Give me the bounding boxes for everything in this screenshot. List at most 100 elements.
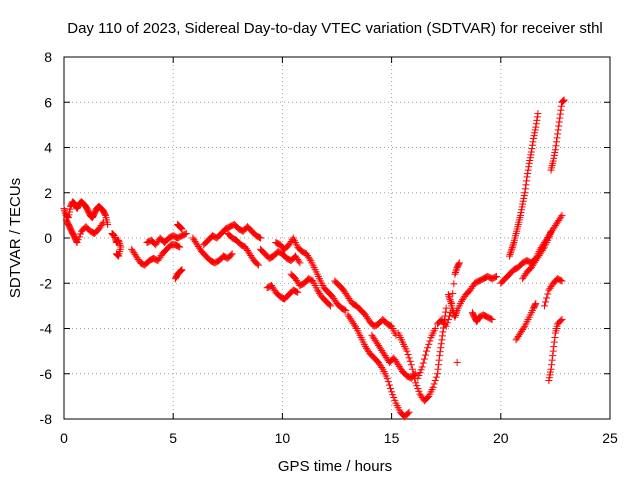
y-tick-label: -6 xyxy=(40,366,53,382)
data-point xyxy=(488,315,496,323)
data-point-interp xyxy=(553,134,561,142)
data-point-interp xyxy=(425,340,433,348)
data-point xyxy=(115,236,123,244)
data-point-interp xyxy=(520,324,528,332)
data-point xyxy=(383,374,391,382)
data-point xyxy=(508,245,516,253)
data-point-interp xyxy=(451,311,459,319)
data-point xyxy=(182,229,190,237)
data-point xyxy=(442,304,450,312)
data-point xyxy=(451,270,459,278)
data-point xyxy=(110,232,118,240)
data-point-interp xyxy=(558,98,566,106)
data-point xyxy=(403,347,411,355)
x-tick-label: 5 xyxy=(169,430,177,446)
data-point-interp xyxy=(437,344,445,352)
x-tick-label: 0 xyxy=(60,430,68,446)
y-tick-label: 4 xyxy=(44,140,52,156)
x-tick-label: 20 xyxy=(493,430,509,446)
x-axis-title: GPS time / hours xyxy=(278,458,392,475)
data-point-interp xyxy=(556,110,564,118)
data-point-interp xyxy=(531,301,539,309)
data-point-interp xyxy=(431,377,439,385)
data-point-interp xyxy=(442,308,450,316)
data-point-interp xyxy=(439,328,447,336)
data-point xyxy=(558,211,566,219)
y-tick-label: 2 xyxy=(44,185,52,201)
data-point-interp xyxy=(451,269,459,277)
data-point-interp xyxy=(341,306,349,314)
data-point-interp xyxy=(445,312,453,320)
data-point-interp xyxy=(487,315,495,323)
data-point-interp xyxy=(293,288,301,296)
data-points xyxy=(60,96,568,421)
data-point xyxy=(418,363,426,371)
data-point-interp xyxy=(546,229,554,237)
data-point-interp xyxy=(306,255,314,263)
data-point-interp xyxy=(452,310,460,318)
y-tick-label: 8 xyxy=(44,49,52,65)
data-point-interp xyxy=(491,273,499,281)
data-point xyxy=(254,261,262,269)
data-point xyxy=(447,309,455,317)
data-point xyxy=(257,234,265,242)
data-point xyxy=(534,110,542,118)
data-point-interp xyxy=(529,138,537,146)
data-point xyxy=(492,272,500,280)
data-point xyxy=(176,243,184,251)
data-point-interp xyxy=(533,113,541,121)
data-point-interp xyxy=(419,359,427,367)
data-point-interp xyxy=(352,323,360,331)
data-point xyxy=(433,370,441,378)
data-point-interp xyxy=(508,244,516,252)
data-point-interp xyxy=(116,240,124,248)
data-point-interp xyxy=(507,247,515,255)
data-point-interp xyxy=(436,348,444,356)
y-tick-label: -8 xyxy=(40,411,53,427)
data-point-interp xyxy=(548,356,556,364)
data-point xyxy=(99,218,107,226)
data-point-interp xyxy=(532,120,540,128)
data-point-interp xyxy=(524,170,532,178)
y-tick-label: 6 xyxy=(44,94,52,110)
data-point xyxy=(296,259,304,267)
data-point-interp xyxy=(98,220,106,228)
data-point-interp xyxy=(452,267,460,275)
y-tick-label: -4 xyxy=(40,321,53,337)
data-point-interp xyxy=(449,289,457,297)
data-point xyxy=(178,266,186,274)
data-point-interp xyxy=(405,354,413,362)
data-point-interp xyxy=(522,181,530,189)
data-point-interp xyxy=(437,340,445,348)
data-point xyxy=(112,250,120,258)
data-point-interp xyxy=(533,116,541,124)
data-point-interp xyxy=(378,364,386,372)
data-point xyxy=(178,225,186,233)
axis-ticks: 0 5 10 15 20 25 -8 -6 -4 -2 0 2 4 6 8 xyxy=(40,49,618,446)
data-point-interp xyxy=(509,242,517,250)
data-point xyxy=(104,220,112,228)
y-axis-title: SDTVAR / TECUs xyxy=(7,178,24,298)
data-point xyxy=(444,291,452,299)
data-point-interp xyxy=(227,251,235,259)
data-point-interp xyxy=(424,344,432,352)
data-point-interp xyxy=(545,232,553,240)
y-tick-label: 0 xyxy=(44,230,52,246)
data-point-interp xyxy=(542,298,550,306)
data-point-interp xyxy=(385,381,393,389)
data-point-interp xyxy=(114,252,122,260)
data-point-interp xyxy=(552,138,560,146)
data-point-interp xyxy=(435,361,443,369)
data-point-interp xyxy=(509,240,517,248)
data-point-interp xyxy=(446,296,454,304)
data-point-interp xyxy=(528,141,536,149)
data-point-interp xyxy=(557,102,565,110)
data-point-interp xyxy=(453,308,461,316)
data-point-interp xyxy=(557,213,565,221)
data-point xyxy=(540,302,548,310)
data-point xyxy=(523,173,531,181)
data-point xyxy=(429,383,437,391)
data-point-interp xyxy=(421,351,429,359)
data-point xyxy=(554,130,562,138)
